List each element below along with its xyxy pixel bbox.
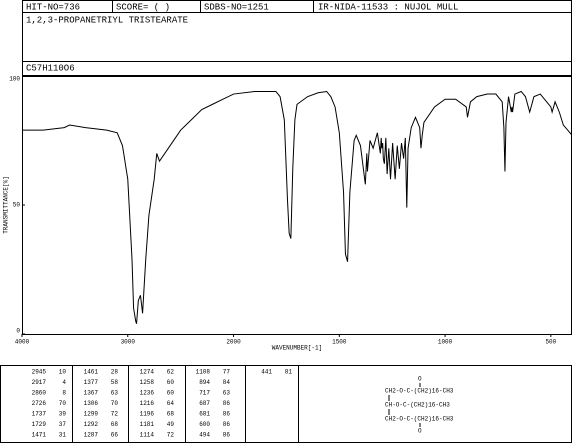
peak-transmittance: 81 — [285, 369, 293, 376]
x-tick-label: 4000 — [15, 339, 30, 346]
peak-wavenumber: 1737 — [32, 411, 47, 418]
peak-wavenumber: 681 — [199, 411, 210, 418]
peak-wavenumber: 1236 — [140, 390, 155, 397]
peak-wavenumber: 1367 — [84, 390, 99, 397]
peak-transmittance: 86 — [223, 421, 231, 428]
y-tick-label: 50 — [13, 202, 21, 209]
peak-transmittance: 77 — [223, 369, 231, 376]
peak-transmittance: 70 — [111, 400, 119, 407]
peak-wavenumber: 600 — [199, 421, 210, 428]
peak-wavenumber: 687 — [199, 400, 210, 407]
peak-transmittance: 49 — [167, 421, 175, 428]
peak-transmittance: 86 — [223, 411, 231, 418]
peak-wavenumber: 894 — [199, 379, 210, 386]
peak-transmittance: 63 — [223, 390, 231, 397]
peak-wavenumber: 1108 — [196, 369, 211, 376]
peak-transmittance: 63 — [111, 390, 119, 397]
structure-atom: O — [418, 428, 422, 435]
peak-transmittance: 72 — [111, 411, 119, 418]
peak-transmittance: 58 — [111, 379, 119, 386]
peak-transmittance: 10 — [59, 369, 67, 376]
peak-wavenumber: 441 — [261, 369, 272, 376]
structure: O CH2-O-C-(CH2)16-CH3 CH-O-C-(CH2)16-CH3… — [385, 376, 454, 435]
x-tick-label: 2000 — [226, 339, 241, 346]
peak-transmittance: 62 — [167, 369, 175, 376]
hit-no: HIT-NO=736 — [26, 2, 80, 12]
y-tick-label: 0 — [16, 328, 20, 335]
peak-transmittance: 86 — [223, 400, 231, 407]
y-tick-label: 100 — [9, 76, 20, 83]
score: SCORE= ( ) — [116, 2, 170, 12]
peak-wavenumber: 1181 — [140, 421, 155, 428]
peak-transmittance: 66 — [111, 432, 119, 439]
peak-transmittance: 28 — [111, 369, 119, 376]
compound-name: 1,2,3-PROPANETRIYL TRISTEARATE — [26, 15, 188, 25]
peak-wavenumber: 2945 — [32, 369, 47, 376]
x-tick-label: 500 — [545, 339, 556, 346]
peak-transmittance: 4 — [62, 379, 66, 386]
peak-wavenumber: 717 — [199, 390, 210, 397]
sdbs-no: SDBS-NO=1251 — [204, 2, 269, 12]
peak-wavenumber: 2726 — [32, 400, 47, 407]
peak-transmittance: 39 — [59, 411, 67, 418]
peak-transmittance: 68 — [111, 421, 119, 428]
peak-wavenumber: 1306 — [84, 400, 99, 407]
peak-wavenumber: 1471 — [32, 432, 47, 439]
peak-transmittance: 37 — [59, 421, 67, 428]
peak-transmittance: 31 — [59, 432, 67, 439]
peak-transmittance: 8 — [62, 390, 66, 397]
peak-wavenumber: 1292 — [84, 421, 99, 428]
peak-wavenumber: 2860 — [32, 390, 47, 397]
peak-wavenumber: 1729 — [32, 421, 47, 428]
x-tick-label: 1000 — [438, 339, 453, 346]
structure-row: CH-O-C-(CH2)16-CH3 — [385, 402, 450, 409]
plot-frame — [22, 76, 572, 335]
peak-wavenumber: 1377 — [84, 379, 99, 386]
peak-transmittance: 86 — [223, 432, 231, 439]
peak-transmittance: 72 — [167, 432, 175, 439]
peak-wavenumber: 2917 — [32, 379, 47, 386]
structure-atom: O — [418, 376, 422, 383]
peak-wavenumber: 1461 — [84, 369, 99, 376]
x-tick-label: 3000 — [121, 339, 136, 346]
peak-wavenumber: 1216 — [140, 400, 155, 407]
peak-transmittance: 70 — [59, 400, 67, 407]
x-tick-label: 1500 — [332, 339, 347, 346]
peak-transmittance: 60 — [167, 390, 175, 397]
peak-wavenumber: 1114 — [140, 432, 155, 439]
peak-wavenumber: 1258 — [140, 379, 155, 386]
peak-transmittance: 84 — [223, 379, 231, 386]
x-axis-label: WAVENUMBER[-1] — [272, 345, 322, 352]
structure-row: CH2-O-C-(CH2)16-CH3 — [385, 416, 454, 423]
ir-code: IR-NIDA-11533 : NUJOL MULL — [318, 2, 458, 12]
peak-wavenumber: 1196 — [140, 411, 155, 418]
peak-wavenumber: 1299 — [84, 411, 99, 418]
peak-transmittance: 64 — [167, 400, 175, 407]
y-axis-label: TRANSMITTANCE[%] — [3, 176, 10, 234]
peak-transmittance: 68 — [167, 411, 175, 418]
peak-wavenumber: 1274 — [140, 369, 155, 376]
peak-transmittance: 60 — [167, 379, 175, 386]
peak-wavenumber: 1287 — [84, 432, 99, 439]
formula: C57H110O6 — [26, 63, 75, 73]
spectrum-line — [22, 90, 572, 324]
peak-wavenumber: 494 — [199, 432, 210, 439]
structure-row: CH2-O-C-(CH2)16-CH3 — [385, 388, 454, 395]
header-box — [22, 0, 572, 76]
